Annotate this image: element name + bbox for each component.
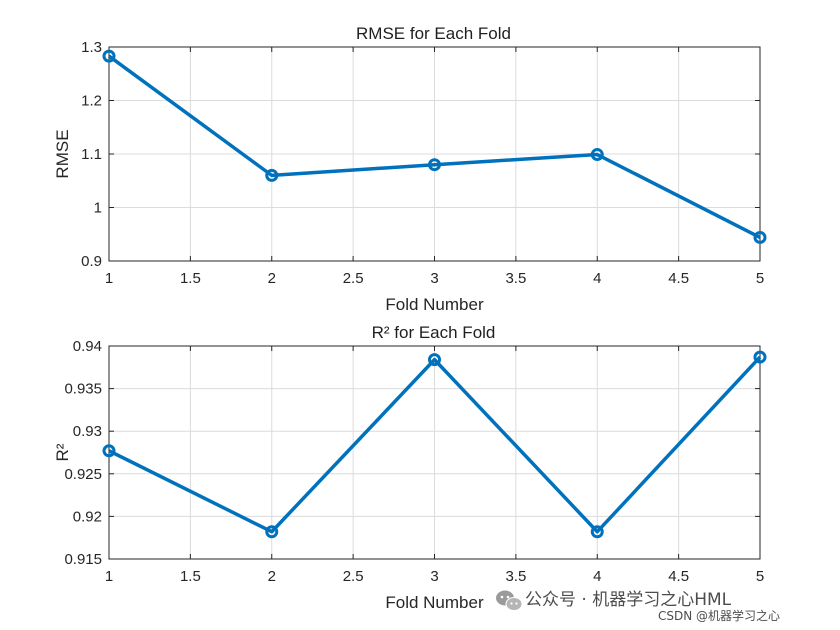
rmse-xtick-label: 4 [593,270,601,287]
r2-y-axis-label: R² [53,443,72,461]
r2-ytick-label: 0.93 [73,423,102,440]
r2-xtick-label: 5 [756,568,764,585]
r2-ytick-label: 0.94 [73,338,102,355]
rmse-x-axis-label: Fold Number [385,295,484,314]
rmse-ytick-label: 1.3 [81,39,102,56]
r2-data-point [102,444,116,458]
r2-xtick-label: 4.5 [668,568,689,585]
r2-data-point [428,353,441,367]
rmse-data-point [102,49,116,63]
r2-data-point [265,525,279,539]
r2-x-axis-label: Fold Number [385,593,484,612]
watermark: 公众号 · 机器学习之心HML CSDN @机器学习之心 [496,590,780,623]
wechat-icon [496,590,523,611]
rmse-chart-title: RMSE for Each Fold [356,24,511,43]
r2-xtick-label: 1.5 [180,568,201,585]
r2-xtick-label: 1 [105,568,113,585]
r2-data-point [590,525,604,539]
rmse-xtick-label: 5 [756,270,764,287]
watermark-source: CSDN @机器学习之心 [658,608,780,623]
r2-xtick-label: 3 [430,568,438,585]
r2-ytick-label: 0.935 [64,381,102,398]
rmse-y-axis-label: RMSE [53,129,72,178]
r2-series-line [108,355,762,534]
rmse-xtick-label: 2 [268,270,276,287]
r2-ytick-label: 0.92 [73,508,102,525]
watermark-text: 公众号 · 机器学习之心HML [525,590,732,610]
r2-xtick-label: 2.5 [343,568,364,585]
rmse-ytick-label: 1.2 [81,93,102,110]
r2-xtick-label: 2 [268,568,276,585]
rmse-data-point [265,168,279,182]
rmse-series-line [107,54,761,240]
r2-xtick-label: 4 [593,568,601,585]
r2-chart-title: R² for Each Fold [372,323,496,342]
rmse-data-point [753,230,767,244]
rmse-data-point [428,158,441,172]
r2-chart: 1 1.5 2 2.5 3 3.5 4 4.5 5 0.915 0.92 0.925 0.93 0.935… [53,323,767,612]
r2-xtick-label: 3.5 [505,568,526,585]
rmse-ytick-label: 1 [94,200,102,217]
rmse-ytick-label: 1.1 [81,146,102,163]
rmse-xtick-label: 3 [430,270,438,287]
rmse-xtick-label: 1 [105,270,113,287]
rmse-ytick-label: 0.9 [81,253,102,270]
r2-data-point [753,350,767,364]
rmse-xtick-label: 2.5 [343,270,364,287]
rmse-xtick-label: 4.5 [668,270,689,287]
rmse-xtick-label: 1.5 [180,270,201,287]
r2-ytick-label: 0.925 [64,466,102,483]
rmse-xtick-label: 3.5 [505,270,526,287]
r2-ytick-label: 0.915 [64,551,102,568]
rmse-data-point [590,148,604,162]
